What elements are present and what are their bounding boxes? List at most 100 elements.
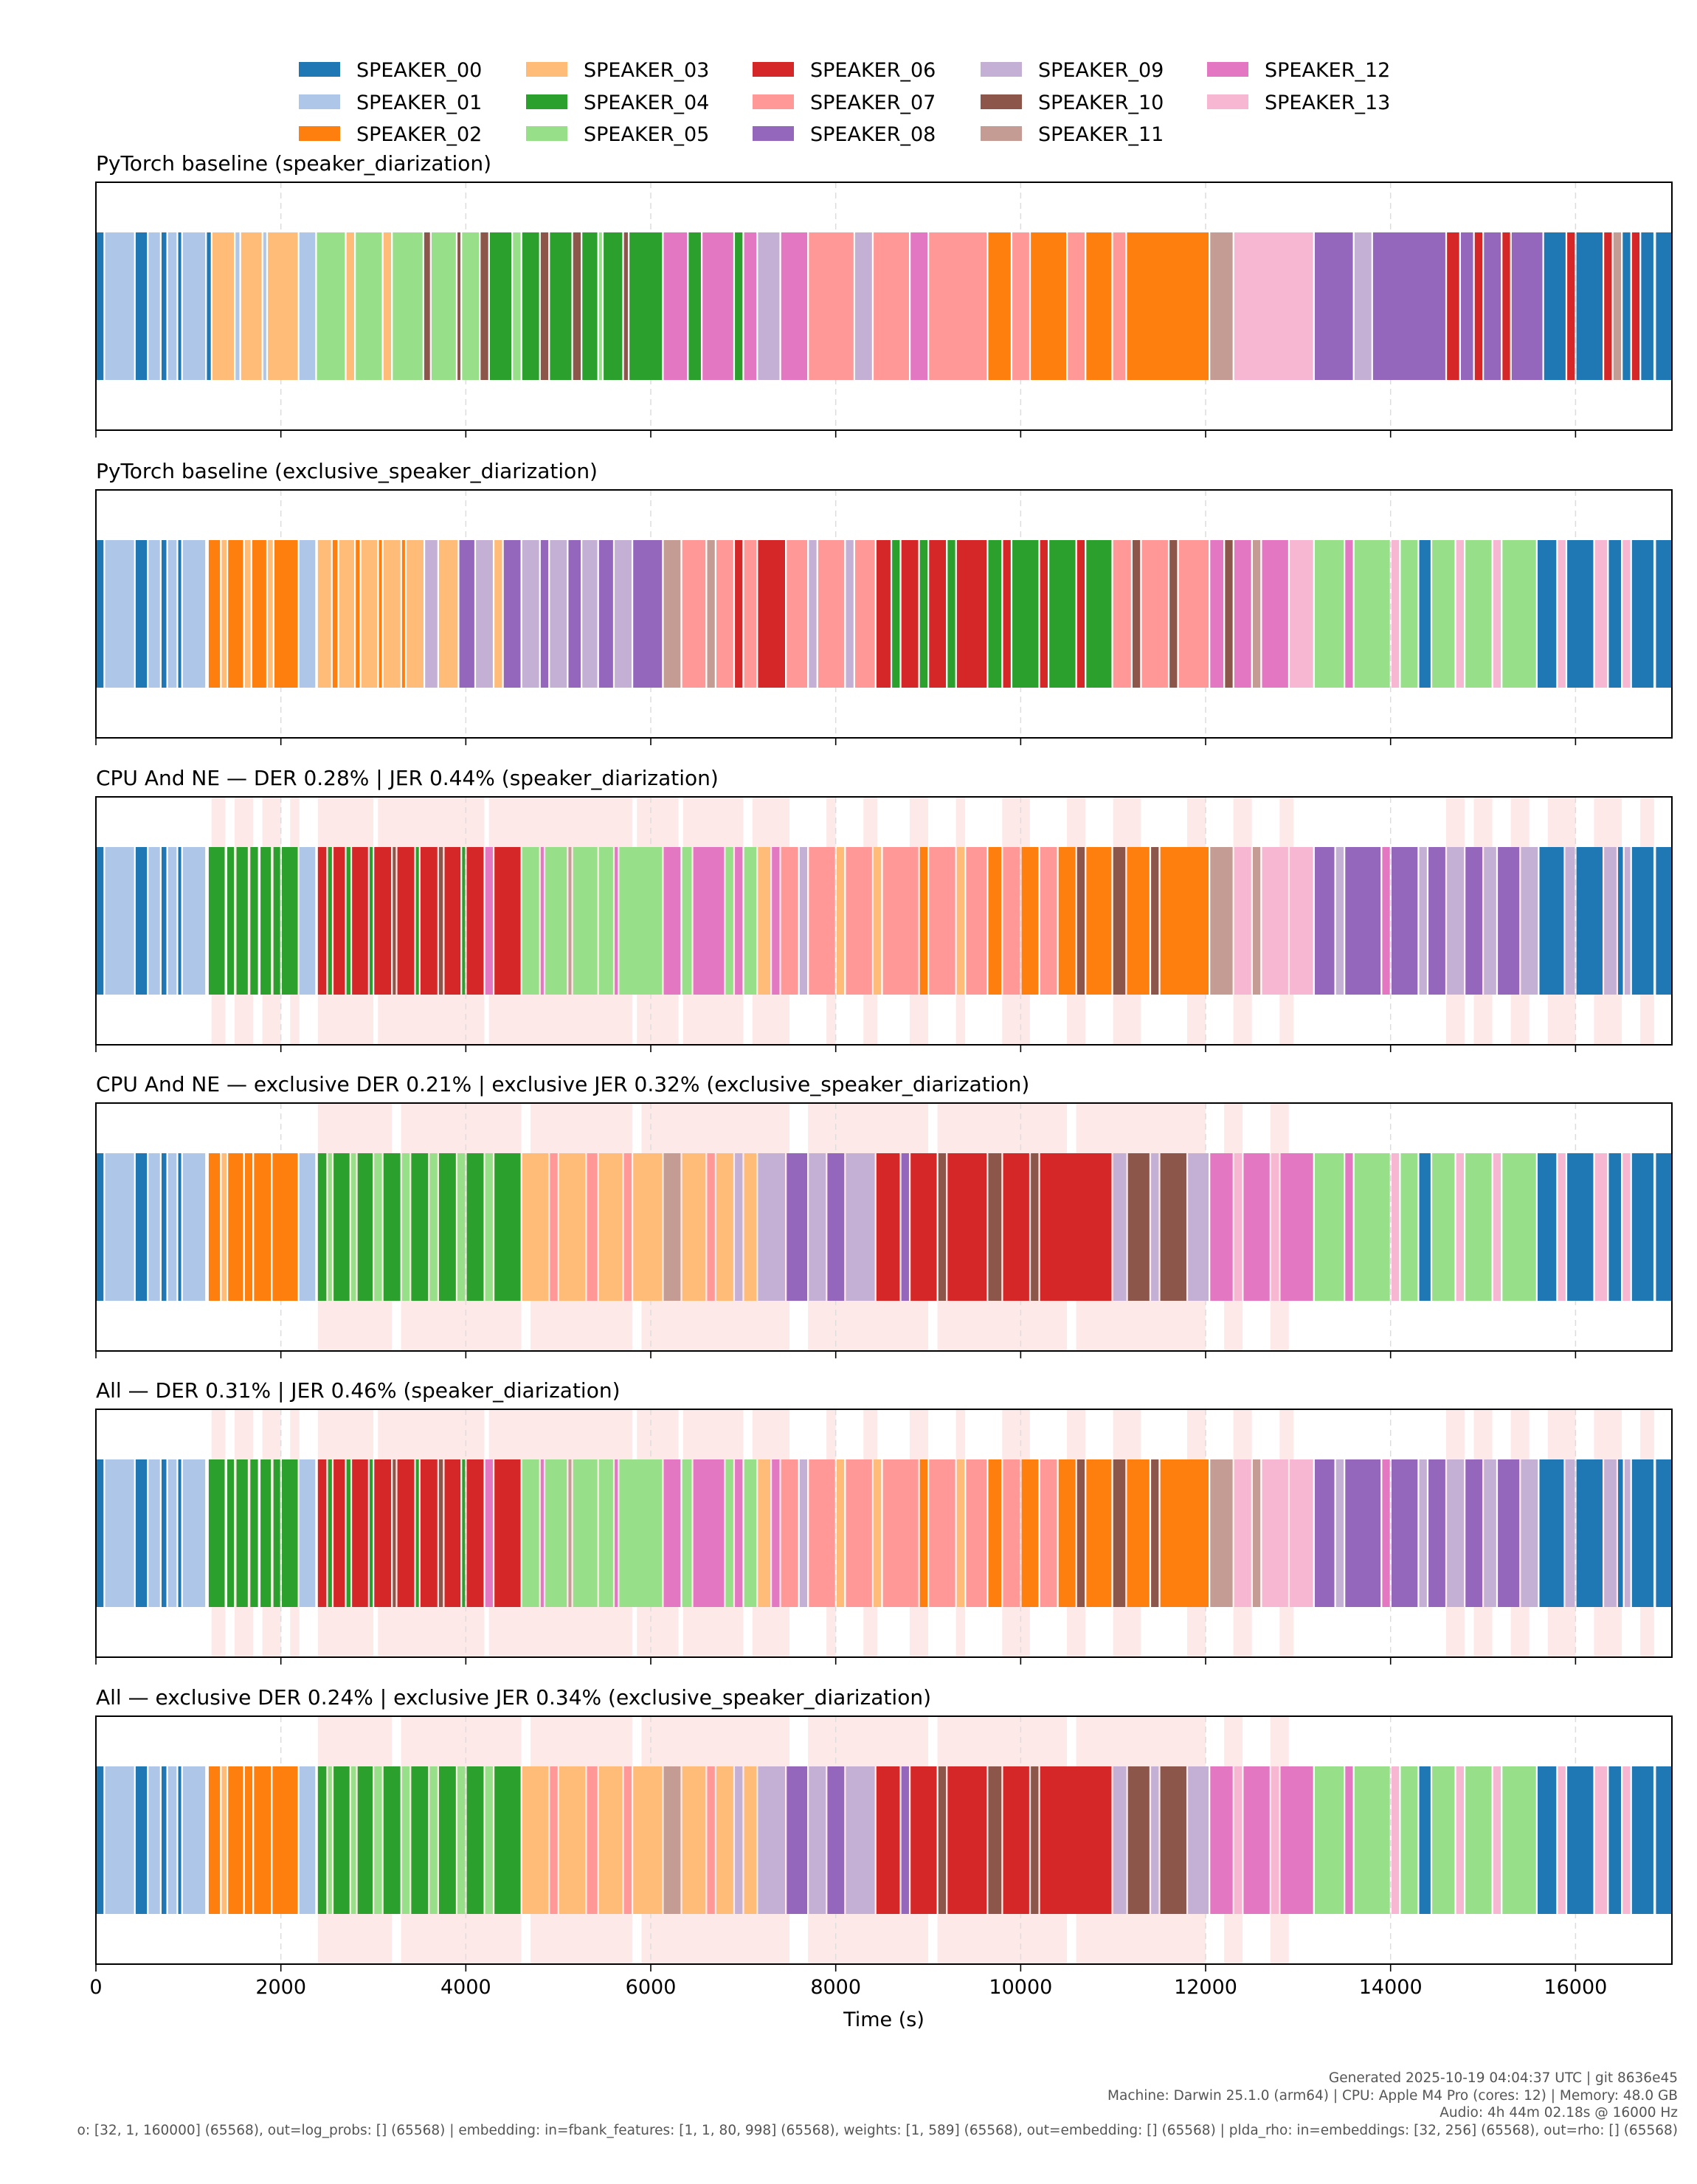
- speaker-segment: [876, 1766, 900, 1914]
- speaker-segment: [522, 1766, 549, 1914]
- speaker-segment: [1314, 1459, 1335, 1607]
- speaker-segment: [787, 1766, 808, 1914]
- speaker-segment: [374, 1459, 392, 1607]
- speaker-segment: [633, 1153, 663, 1301]
- x-tick-label: 8000: [810, 1976, 861, 1999]
- speaker-segment: [1624, 847, 1631, 995]
- speaker-segment: [1345, 847, 1381, 995]
- speaker-segment: [781, 1459, 798, 1607]
- legend-label: SPEAKER_00: [356, 59, 482, 82]
- speaker-segment: [781, 847, 798, 995]
- speaker-segment: [1484, 847, 1496, 995]
- speaker-segment: [167, 232, 177, 380]
- speaker-segment: [1188, 1766, 1209, 1914]
- speaker-segment: [299, 847, 316, 995]
- speaker-segment: [988, 1459, 1002, 1607]
- speaker-segment: [966, 847, 987, 995]
- legend-label: SPEAKER_07: [810, 91, 936, 114]
- speaker-segment: [929, 847, 955, 995]
- speaker-segment: [956, 1459, 965, 1607]
- speaker-segment: [540, 847, 544, 995]
- speaker-segment: [1465, 847, 1483, 995]
- legend-label: SPEAKER_11: [1038, 123, 1164, 146]
- speaker-segment: [1160, 847, 1209, 995]
- legend-label: SPEAKER_01: [356, 91, 482, 114]
- speaker-segment: [619, 1459, 663, 1607]
- speaker-segment: [161, 1153, 167, 1301]
- speaker-segment: [135, 1766, 148, 1914]
- speaker-segment: [489, 232, 512, 380]
- x-tick-label: 12000: [1174, 1976, 1237, 1999]
- speaker-segment: [1544, 232, 1566, 380]
- speaker-segment: [420, 847, 438, 995]
- speaker-segment: [357, 1153, 373, 1301]
- speaker-segment: [383, 1766, 401, 1914]
- speaker-segment: [988, 232, 1011, 380]
- footer-line: Machine: Darwin 25.1.0 (arm64) | CPU: Ap…: [1107, 2088, 1678, 2104]
- speaker-segment: [1243, 1153, 1270, 1301]
- speaker-segment: [1133, 540, 1141, 688]
- x-axis-label: Time (s): [843, 2008, 924, 2031]
- x-tick-label: 10000: [989, 1976, 1052, 1999]
- speaker-segment: [1631, 847, 1653, 995]
- speaker-segment: [178, 847, 182, 995]
- speaker-segment: [1493, 1766, 1501, 1914]
- speaker-segment: [1003, 847, 1020, 995]
- speaker-segment: [480, 232, 488, 380]
- speaker-segment: [568, 847, 572, 995]
- speaker-segment: [333, 1153, 350, 1301]
- speaker-segment: [228, 540, 243, 688]
- speaker-segment: [393, 847, 396, 995]
- speaker-segment: [568, 1459, 572, 1607]
- speaker-segment: [1567, 232, 1575, 380]
- speaker-segment: [910, 232, 928, 380]
- speaker-segment: [855, 232, 872, 380]
- speaker-segment: [910, 1153, 937, 1301]
- speaker-segment: [598, 847, 613, 995]
- speaker-segment: [1210, 232, 1233, 380]
- speaker-segment: [1314, 1153, 1344, 1301]
- legend-swatch: [981, 126, 1022, 141]
- speaker-segment: [212, 232, 235, 380]
- speaker-segment: [929, 232, 987, 380]
- speaker-segment: [716, 1766, 733, 1914]
- speaker-segment: [882, 1459, 919, 1607]
- speaker-segment: [148, 232, 160, 380]
- speaker-segment: [148, 1153, 160, 1301]
- speaker-segment: [227, 1459, 235, 1607]
- speaker-segment: [1234, 1766, 1242, 1914]
- speaker-segment: [1631, 540, 1653, 688]
- speaker-segment: [135, 232, 148, 380]
- speaker-segment: [494, 540, 502, 688]
- speaker-segment: [966, 1459, 987, 1607]
- speaker-segment: [1391, 847, 1418, 995]
- speaker-segment: [1537, 540, 1557, 688]
- speaker-segment: [1280, 1766, 1313, 1914]
- speaker-segment: [178, 540, 182, 688]
- speaker-segment: [457, 1766, 466, 1914]
- speaker-segment: [1234, 540, 1251, 688]
- speaker-segment: [623, 232, 628, 380]
- speaker-segment: [1558, 1153, 1566, 1301]
- speaker-segment: [105, 1153, 134, 1301]
- speaker-segment: [444, 1459, 461, 1607]
- x-tick-label: 14000: [1359, 1976, 1423, 1999]
- speaker-segment: [401, 540, 405, 688]
- speaker-segment: [540, 1459, 544, 1607]
- legend-label: SPEAKER_06: [810, 59, 936, 82]
- speaker-segment: [522, 1459, 539, 1607]
- speaker-segment: [1594, 1766, 1608, 1914]
- speaker-segment: [1058, 1459, 1076, 1607]
- legend-swatch: [1207, 94, 1248, 109]
- speaker-segment: [663, 232, 688, 380]
- speaker-segment: [633, 540, 663, 688]
- speaker-segment: [1086, 232, 1112, 380]
- speaker-segment: [96, 540, 104, 688]
- legend-swatch: [299, 62, 340, 77]
- speaker-segment: [1141, 540, 1168, 688]
- speaker-segment: [827, 1766, 845, 1914]
- speaker-segment: [476, 540, 493, 688]
- speaker-segment: [1613, 232, 1622, 380]
- speaker-segment: [919, 847, 928, 995]
- speaker-segment: [466, 1153, 484, 1301]
